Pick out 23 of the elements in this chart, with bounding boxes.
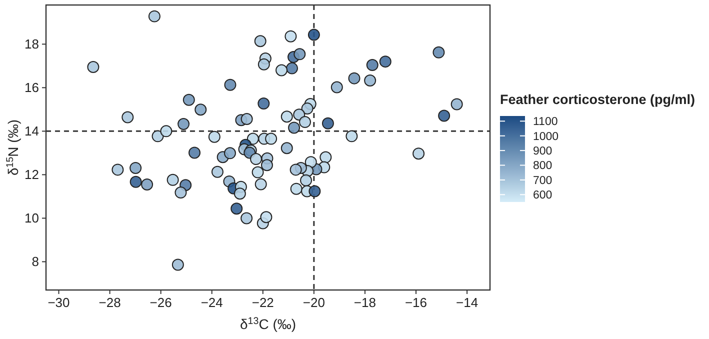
y-tick-label: 14 [24,124,39,139]
y-tick-label: 12 [24,167,39,182]
x-tick-label: −28 [98,295,121,310]
color-bar-label: 1100 [533,116,558,128]
x-tick-label: −22 [252,295,274,310]
color-bar-title: Feather corticosterone (pg/ml) [500,92,696,107]
color-bar-label: 700 [533,174,552,187]
x-tick-label: −14 [456,295,478,310]
x-tick-label: −26 [150,295,172,310]
x-tick-label: −24 [200,295,223,310]
color-bar-label: 600 [533,190,552,202]
color-bar-label: 800 [533,160,552,172]
x-tick-label: −18 [354,295,376,310]
color-bar-label: 900 [533,146,552,158]
x-tick-label: −16 [404,295,428,310]
y-tick-label: 10 [24,210,39,226]
x-tick-label: −20 [302,295,325,310]
y-tick-label: 8 [32,254,39,270]
x-tick-label: −30 [48,295,70,310]
y-tick-label: 18 [24,36,39,52]
x-axis-title: δ$^{13}$C (‰) [240,316,296,332]
color-bar-label: 1000 [533,130,559,143]
y-tick-label: 16 [24,80,39,96]
